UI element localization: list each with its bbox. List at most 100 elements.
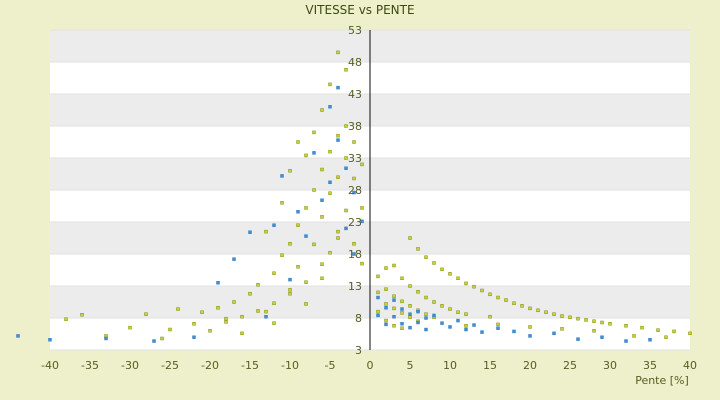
data-point [280, 201, 284, 205]
data-point [336, 50, 340, 55]
data-point-blue [496, 326, 500, 330]
data-point [328, 82, 332, 87]
data-point-blue [648, 338, 652, 342]
data-point [352, 242, 356, 246]
x-tick-label: -40 [41, 359, 59, 372]
data-point-blue [440, 321, 444, 325]
y-tick-label: 28 [348, 184, 362, 197]
data-point [392, 294, 396, 298]
data-point [320, 262, 324, 266]
data-point-blue [464, 327, 468, 332]
data-point [192, 322, 196, 326]
data-point [328, 251, 332, 255]
data-point [320, 276, 324, 281]
data-point [360, 206, 364, 210]
data-point [632, 334, 636, 338]
data-point [200, 310, 204, 314]
y-tick-label: 13 [348, 280, 362, 293]
data-point-blue [288, 277, 292, 282]
data-point [224, 316, 228, 321]
data-point [520, 304, 524, 308]
data-point-blue [232, 257, 236, 261]
data-point [288, 169, 292, 173]
data-point-blue [312, 151, 316, 155]
data-point [384, 318, 388, 323]
data-point-blue [352, 190, 356, 195]
data-point [344, 156, 348, 160]
data-point [416, 247, 420, 251]
data-point-blue [424, 316, 428, 320]
data-point [528, 306, 532, 311]
data-point-blue [280, 174, 284, 178]
data-point [544, 310, 548, 314]
data-point [392, 263, 396, 268]
data-point-blue [104, 336, 108, 341]
data-point-blue [384, 322, 388, 327]
y-tick-label: 43 [348, 88, 362, 101]
data-point [296, 223, 300, 227]
data-point [312, 188, 316, 192]
y-tick-label: 18 [348, 248, 362, 261]
data-point-blue [336, 138, 340, 142]
x-tick-labels: -40 -35 -30 -25 -20 -15 -10 -5 0 5 10 15 20 25 30 35 40 [41, 359, 697, 372]
data-point [240, 331, 244, 336]
data-point-blue [272, 223, 276, 227]
data-point [392, 306, 396, 311]
data-point [624, 323, 628, 328]
data-point-blue [408, 312, 412, 316]
y-tick-label: 8 [355, 312, 362, 325]
data-point [352, 176, 356, 181]
data-point [408, 236, 412, 240]
data-point [216, 306, 220, 310]
data-point-blue [344, 166, 348, 170]
data-point-blue [384, 306, 388, 310]
data-point [144, 312, 148, 316]
data-point [264, 309, 268, 314]
data-point-blue [416, 320, 420, 325]
y-tick-label: 33 [348, 152, 362, 165]
data-point [360, 261, 364, 266]
data-point [312, 242, 316, 247]
data-point [344, 208, 348, 213]
x-tick-label: 0 [367, 359, 374, 372]
x-tick-label: 20 [523, 359, 537, 372]
data-point [464, 312, 468, 316]
data-point [560, 327, 564, 331]
data-point [320, 215, 324, 219]
data-point [488, 315, 492, 319]
data-point-blue [400, 322, 404, 326]
data-point-blue [216, 281, 220, 285]
data-point [504, 298, 508, 302]
data-point [240, 315, 244, 319]
data-point-blue [360, 219, 364, 224]
data-point-blue [456, 318, 460, 323]
data-point-blue [424, 327, 428, 332]
data-point-blue [376, 295, 380, 300]
data-point-blue [416, 309, 420, 314]
data-point [336, 175, 340, 179]
data-point [376, 309, 380, 314]
x-tick-label: -25 [161, 359, 179, 372]
data-point-blue [192, 335, 196, 339]
data-point [528, 325, 532, 329]
data-point-blue [336, 85, 340, 90]
data-point-blue [392, 298, 396, 302]
data-point [304, 302, 308, 306]
data-point [552, 312, 556, 316]
data-point [344, 124, 348, 128]
data-point [400, 326, 404, 330]
data-point [376, 274, 380, 279]
y-tick-label: 23 [348, 216, 362, 229]
data-point-blue [376, 313, 380, 318]
data-point [608, 322, 612, 326]
data-point [232, 300, 236, 304]
data-point [80, 313, 84, 317]
data-point [664, 335, 668, 339]
data-point-blue [480, 330, 484, 334]
x-tick-label: 15 [483, 359, 497, 372]
data-point [448, 272, 452, 276]
data-point [328, 191, 332, 195]
data-point [208, 329, 212, 333]
